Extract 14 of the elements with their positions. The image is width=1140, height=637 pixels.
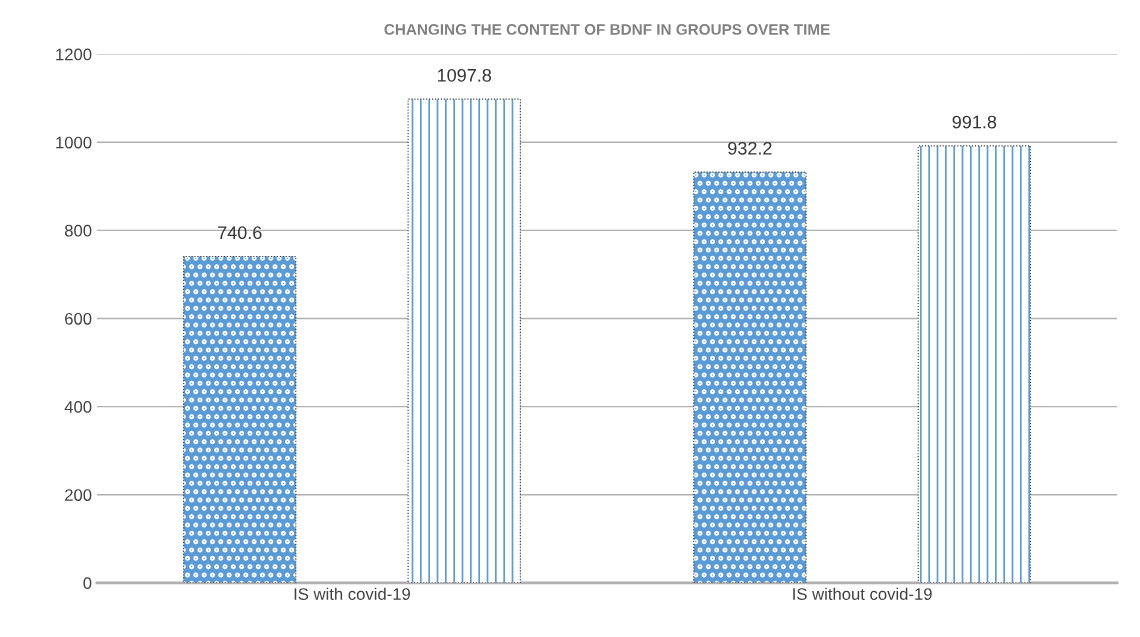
y-tick-label: 200: [65, 489, 92, 501]
x-tick-label: IS without covid-19: [793, 587, 932, 600]
data-label: 740.6: [218, 226, 262, 240]
y-tick-label: 400: [64, 401, 92, 413]
y-tick-label: 800: [64, 224, 92, 237]
y-tick-label: 600: [65, 312, 92, 325]
y-tick-label: 1000: [56, 136, 92, 149]
x-tick-label: IS with covid-19: [294, 587, 411, 600]
data-label: 932.2: [728, 141, 772, 155]
y-tick-label: 1200: [56, 48, 92, 61]
data-label: 1097.8: [437, 68, 492, 82]
chart-title: CHANGING THE CONTENT OF BDNF IN GROUPS OVER TIME: [384, 24, 830, 35]
data-label: 991.8: [952, 115, 997, 129]
y-tick-label: 0: [83, 577, 92, 590]
